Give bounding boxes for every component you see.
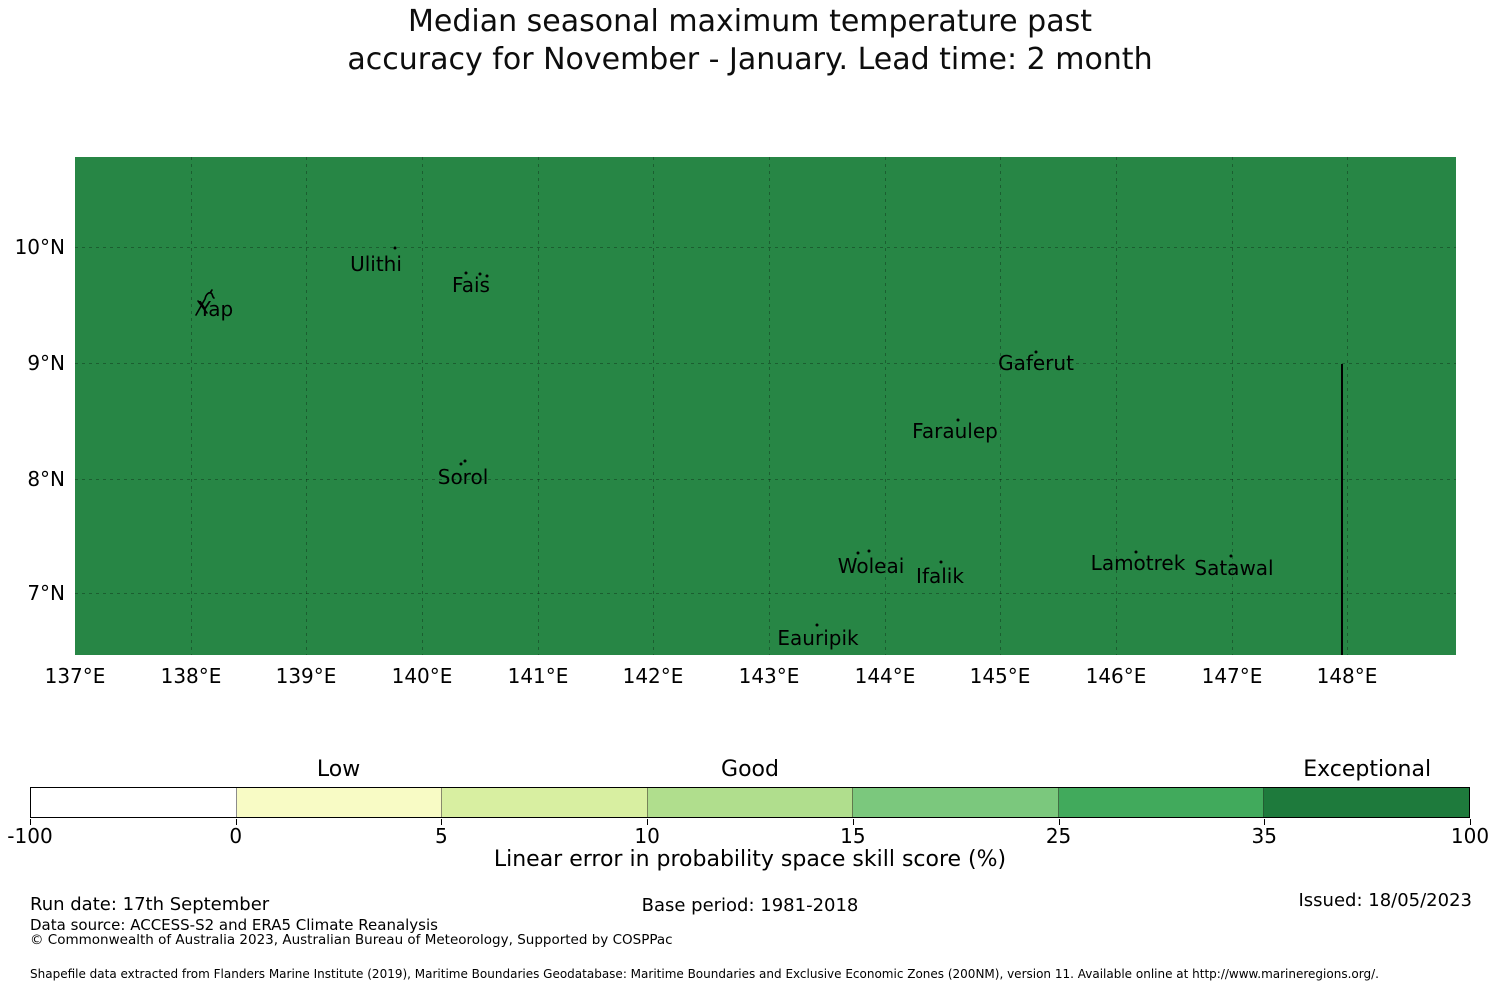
lon-gridline bbox=[306, 157, 307, 655]
lat-tick-label: 8°N bbox=[27, 467, 65, 491]
run-date-text: Run date: 17th September bbox=[30, 894, 270, 915]
figure-title: Median seasonal maximum temperature past… bbox=[0, 3, 1500, 79]
colorbar-segment-5 bbox=[1058, 788, 1265, 817]
island-label-lamotrek: Lamotrek bbox=[1090, 551, 1186, 575]
eez-boundary-line bbox=[1341, 364, 1343, 655]
lat-gridline bbox=[75, 479, 1456, 480]
sorol-island-marker-dot bbox=[463, 459, 467, 463]
copyright-text: © Commonwealth of Australia 2023, Austra… bbox=[30, 932, 673, 948]
figure-title-line1: Median seasonal maximum temperature past bbox=[408, 4, 1092, 39]
lat-tick-label: 7°N bbox=[27, 581, 65, 605]
yap-island-shape bbox=[193, 287, 219, 323]
woleai-island-marker-dot bbox=[856, 551, 860, 555]
island-label-ulithi: Ulithi bbox=[350, 252, 402, 276]
colorbar-tick bbox=[852, 819, 854, 825]
colorbar-segment-3 bbox=[647, 788, 854, 817]
colorbar-tick-label: 10 bbox=[634, 824, 660, 848]
colorbar bbox=[30, 787, 1470, 818]
fais-island-marker-dot bbox=[464, 271, 468, 275]
lon-gridline bbox=[538, 157, 539, 655]
island-label-satawal: Satawal bbox=[1194, 556, 1274, 580]
colorbar-tick bbox=[1470, 819, 1471, 825]
lon-tick-label: 148°E bbox=[1316, 664, 1378, 688]
colorbar-segment-0 bbox=[31, 788, 237, 817]
island-label-sorol: Sorol bbox=[437, 465, 489, 489]
ulithi-island-marker-dot bbox=[393, 246, 397, 250]
colorbar-segment-2 bbox=[442, 788, 648, 817]
island-label-fais: Fais bbox=[452, 273, 490, 297]
satawal-island-marker-dot bbox=[1229, 554, 1233, 558]
lon-gridline bbox=[885, 157, 886, 655]
yap-island-outline-icon bbox=[195, 289, 215, 316]
eauripik-island-marker-dot bbox=[815, 623, 819, 627]
colorbar-axis-label: Linear error in probability space skill … bbox=[493, 847, 1007, 872]
issued-date-text: Issued: 18/05/2023 bbox=[1298, 890, 1472, 911]
ifalik-island-marker-dot bbox=[939, 560, 943, 564]
colorbar-segment-4 bbox=[853, 788, 1059, 817]
island-label-eauripik: Eauripik bbox=[777, 626, 859, 650]
faraulep-island-marker-dot bbox=[956, 418, 960, 422]
lon-gridline bbox=[422, 157, 423, 655]
lon-tick-label: 141°E bbox=[507, 664, 569, 688]
lon-tick-label: 140°E bbox=[391, 664, 453, 688]
island-label-ifalik: Ifalik bbox=[916, 564, 964, 588]
lon-tick-label: 147°E bbox=[1201, 664, 1263, 688]
colorbar-tick-label: 15 bbox=[840, 824, 866, 848]
colorbar-tick-label: 0 bbox=[229, 824, 243, 848]
colorbar-tick bbox=[30, 819, 31, 825]
data-source-text: Data source: ACCESS-S2 and ERA5 Climate … bbox=[30, 916, 438, 934]
lamotrek-island-marker-dot bbox=[1134, 550, 1138, 554]
base-period-text: Base period: 1981-2018 bbox=[641, 895, 859, 916]
fais-island-marker-dot bbox=[485, 274, 489, 278]
gaferut-island-marker-dot bbox=[1034, 350, 1038, 354]
colorbar-tick-label: 25 bbox=[1045, 824, 1072, 848]
lat-gridline bbox=[75, 363, 1456, 364]
lat-tick-label: 9°N bbox=[27, 351, 65, 375]
colorbar-tick bbox=[441, 819, 443, 825]
sorol-island-marker-dot bbox=[459, 462, 463, 466]
lon-gridline bbox=[1000, 157, 1001, 655]
colorbar-tick bbox=[1264, 819, 1266, 825]
lat-gridline bbox=[75, 247, 1456, 248]
colorbar-tick bbox=[235, 819, 237, 825]
colorbar-category-label-good: Good bbox=[721, 757, 779, 782]
island-label-faraulep: Faraulep bbox=[912, 419, 998, 443]
figure-title-line2: accuracy for November - January. Lead ti… bbox=[347, 42, 1153, 77]
map-area: Yap Ulithi Fais Sorol Gaferut Faraulep Woleai I… bbox=[75, 157, 1456, 655]
lon-gridline bbox=[1116, 157, 1117, 655]
shapefile-note-text: Shapefile data extracted from Flanders M… bbox=[30, 967, 1379, 981]
colorbar-tick-label: 5 bbox=[435, 824, 448, 848]
colorbar-segment-1 bbox=[236, 788, 443, 817]
colorbar-tick-label: -100 bbox=[7, 824, 53, 848]
colorbar-tick-label: 35 bbox=[1251, 824, 1278, 848]
colorbar-category-label-low: Low bbox=[316, 757, 361, 782]
lon-tick-label: 145°E bbox=[969, 664, 1031, 688]
lon-gridline bbox=[653, 157, 654, 655]
lon-tick-label: 142°E bbox=[622, 664, 684, 688]
lon-tick-label: 143°E bbox=[738, 664, 800, 688]
colorbar-tick-label: 100 bbox=[1450, 824, 1490, 848]
colorbar-tick bbox=[647, 819, 649, 825]
lat-gridline bbox=[75, 593, 1456, 594]
lat-tick-label: 10°N bbox=[14, 235, 65, 259]
lon-gridline bbox=[191, 157, 192, 655]
woleai-island-marker-dot bbox=[867, 549, 871, 553]
lon-tick-label: 137°E bbox=[44, 664, 106, 688]
lon-tick-label: 139°E bbox=[275, 664, 337, 688]
lon-tick-label: 146°E bbox=[1085, 664, 1147, 688]
island-label-gaferut: Gaferut bbox=[998, 351, 1074, 375]
lon-tick-label: 138°E bbox=[160, 664, 222, 688]
lon-gridline bbox=[1232, 157, 1233, 655]
colorbar-segment-6 bbox=[1264, 788, 1470, 817]
fais-island-marker-dot bbox=[478, 272, 482, 276]
colorbar-category-label-exceptional: Exceptional bbox=[1303, 757, 1432, 782]
colorbar-tick bbox=[1058, 819, 1060, 825]
lon-gridline bbox=[769, 157, 770, 655]
island-label-woleai: Woleai bbox=[837, 554, 905, 578]
lon-tick-label: 144°E bbox=[854, 664, 916, 688]
lon-gridline bbox=[1347, 157, 1348, 655]
